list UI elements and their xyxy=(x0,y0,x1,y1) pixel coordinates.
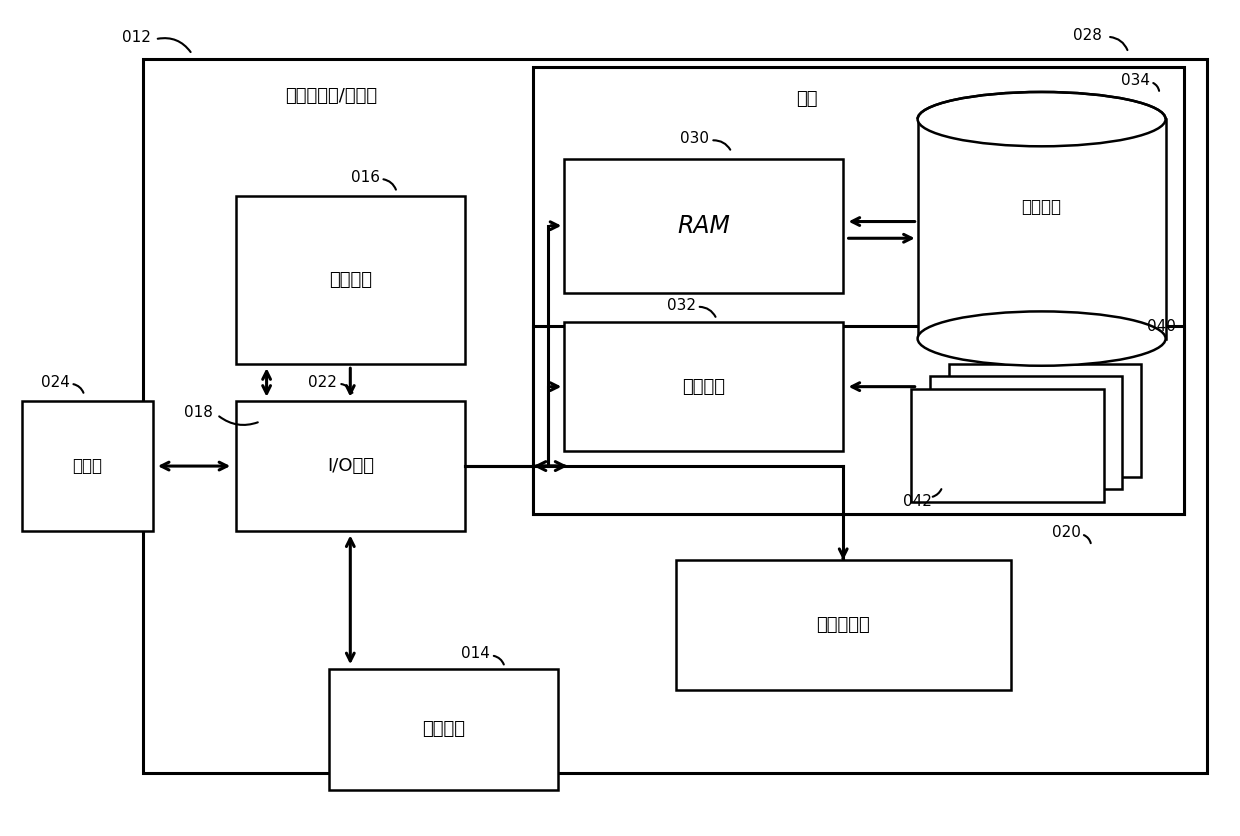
FancyArrowPatch shape xyxy=(932,489,941,497)
FancyArrowPatch shape xyxy=(699,307,715,317)
FancyArrowPatch shape xyxy=(219,416,258,425)
Bar xyxy=(918,120,1166,339)
Bar xyxy=(930,376,1122,489)
Text: I/O接口: I/O接口 xyxy=(327,457,373,475)
Text: 网络适配器: 网络适配器 xyxy=(816,616,870,634)
Bar xyxy=(236,196,465,364)
Text: 存储系统: 存储系统 xyxy=(1022,198,1061,216)
FancyArrowPatch shape xyxy=(341,384,352,393)
FancyArrowPatch shape xyxy=(713,140,730,150)
Text: 处理单元: 处理单元 xyxy=(329,271,372,289)
Text: 内存: 内存 xyxy=(796,89,817,108)
Text: 034: 034 xyxy=(1121,73,1149,88)
Bar xyxy=(143,59,1207,773)
Text: 018: 018 xyxy=(184,405,212,421)
Bar xyxy=(329,669,558,790)
Text: 042: 042 xyxy=(903,494,931,509)
Bar xyxy=(22,401,153,531)
Bar xyxy=(911,389,1104,502)
Text: 高速缓存: 高速缓存 xyxy=(682,378,725,395)
FancyArrowPatch shape xyxy=(383,179,396,190)
Ellipse shape xyxy=(918,92,1166,146)
Bar xyxy=(949,364,1141,477)
FancyArrowPatch shape xyxy=(1153,83,1159,91)
Text: 020: 020 xyxy=(1052,525,1080,540)
Text: 计算机系统/服务器: 计算机系统/服务器 xyxy=(285,87,377,105)
FancyArrowPatch shape xyxy=(157,38,191,52)
Text: 024: 024 xyxy=(41,375,69,390)
Text: 016: 016 xyxy=(351,170,379,185)
Text: 显示器: 显示器 xyxy=(72,457,103,475)
Ellipse shape xyxy=(918,312,1166,366)
Bar xyxy=(533,67,1184,514)
Text: 032: 032 xyxy=(667,298,696,313)
Text: 外部设备: 外部设备 xyxy=(422,721,465,738)
FancyArrowPatch shape xyxy=(1084,535,1091,543)
Text: 028: 028 xyxy=(1073,28,1101,43)
FancyArrowPatch shape xyxy=(494,656,503,665)
Bar xyxy=(676,560,1011,690)
Text: 012: 012 xyxy=(122,30,150,45)
Text: RAM: RAM xyxy=(677,214,730,237)
Bar xyxy=(236,401,465,531)
Bar xyxy=(564,322,843,451)
Bar xyxy=(533,326,1184,514)
Text: 040: 040 xyxy=(1147,319,1176,334)
FancyArrowPatch shape xyxy=(73,385,83,393)
Text: 022: 022 xyxy=(308,375,336,390)
Text: 030: 030 xyxy=(680,131,708,146)
Text: 014: 014 xyxy=(461,646,490,661)
FancyArrowPatch shape xyxy=(1110,37,1127,50)
Bar xyxy=(564,159,843,293)
